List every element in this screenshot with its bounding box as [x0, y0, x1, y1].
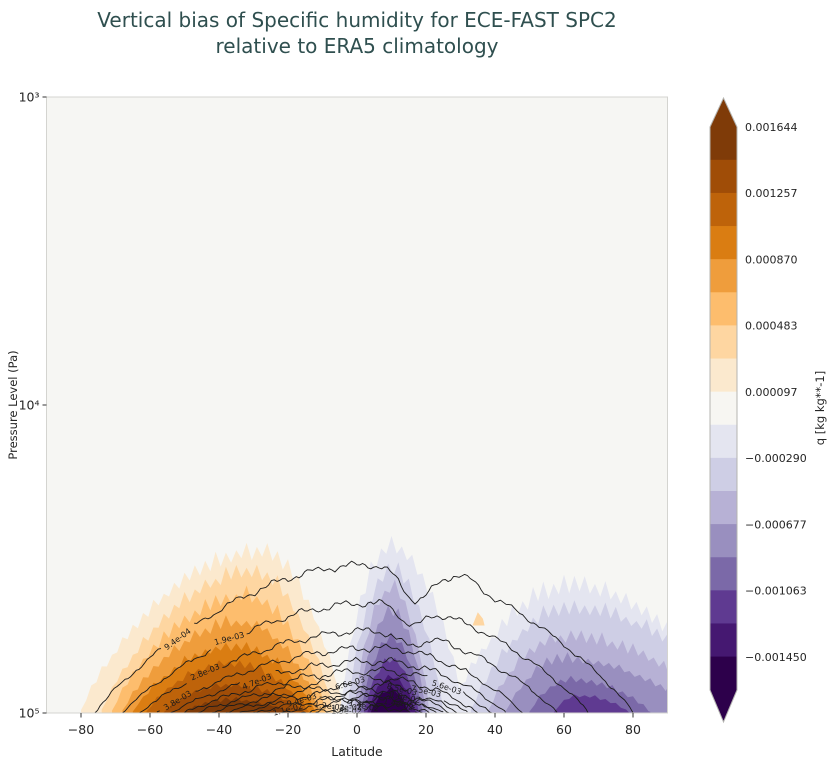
contour-line [94, 560, 634, 714]
colorbar-tick-label: 0.000870 [745, 254, 798, 267]
bias-band [472, 612, 485, 626]
colorbar-segment [710, 325, 737, 360]
colorbar-segment [710, 457, 737, 492]
contour-line [139, 627, 558, 713]
contour-label: 1.5e-02 [331, 707, 362, 716]
contour-line [212, 680, 468, 714]
y-tick-label: 10⁵ [19, 706, 40, 721]
colorbar: 0.001644 0.001257 0.000870 0.000483 0.000097… [709, 96, 807, 724]
colorbar-tick-label: −0.000290 [745, 452, 807, 465]
contour-line [170, 656, 506, 713]
x-axis: −80 −60 −40 −20 0 20 40 60 80 [68, 713, 641, 737]
y-tick-label: 10⁴ [19, 398, 40, 413]
x-tick-label: −20 [275, 722, 301, 737]
contour-line [315, 707, 418, 713]
contour-line [239, 690, 451, 714]
colorbar-segment [710, 656, 737, 691]
colorbar-segment [710, 391, 737, 426]
colorbar-tick-label: 0.000483 [745, 320, 798, 333]
colorbar-segment [710, 557, 737, 591]
x-tick-label: −80 [68, 722, 94, 737]
bias-band [553, 694, 630, 713]
colorbar-tick-label: 0.001257 [745, 187, 798, 200]
contour-line [280, 698, 430, 714]
colorbar-segment [710, 424, 737, 459]
colorbar-segment [710, 159, 737, 194]
x-tick-label: 0 [353, 722, 361, 737]
colorbar-segment [710, 358, 737, 393]
contour-line [225, 685, 458, 714]
colorbar-tick-label: −0.001450 [745, 651, 807, 664]
contour-label: 1.3e-02 [331, 703, 362, 713]
x-axis-label: Latitude [331, 744, 383, 759]
colorbar-tick-label: −0.000677 [745, 518, 807, 531]
colorbar-arrow-top [710, 98, 737, 127]
bias-band [184, 696, 292, 713]
x-tick-label: 40 [487, 722, 503, 737]
y-axis: 10³ 10⁴ 10⁵ [19, 90, 47, 721]
colorbar-label: q [kg kg**-1] [813, 370, 827, 446]
contour-line [363, 704, 411, 714]
colorbar-segment [710, 126, 737, 161]
x-tick-label: −40 [206, 722, 232, 737]
x-tick-label: 20 [418, 722, 434, 737]
colorbar-tick-label: −0.001063 [745, 585, 807, 598]
x-tick-label: 80 [625, 722, 641, 737]
colorbar-segment [710, 490, 737, 525]
colorbar-segment [710, 226, 737, 260]
contour-line [184, 666, 492, 714]
colorbar-segment [710, 524, 737, 558]
colorbar-segment [710, 292, 737, 327]
colorbar-tick-label: 0.001644 [745, 121, 798, 134]
x-tick-label: −60 [137, 722, 163, 737]
colorbar-segment [710, 623, 737, 658]
colorbar-tick-label: 0.000097 [745, 386, 798, 399]
contour-line [122, 599, 589, 714]
contour-line [253, 692, 444, 714]
y-tick-label: 10³ [19, 90, 40, 105]
x-tick-label: 60 [556, 722, 572, 737]
bias-band [370, 686, 409, 713]
colorbar-arrow-bottom [710, 690, 737, 722]
contour-label: 1.2e-02 [314, 700, 346, 713]
colorbar-segment [710, 192, 737, 227]
colorbar-outline [709, 96, 738, 724]
contour-lines [94, 560, 634, 714]
colorbar-segment [710, 259, 737, 293]
contour-line [156, 643, 523, 714]
contour-line [298, 701, 423, 714]
chart-title: Vertical bias of Specific humidity for E… [97, 8, 617, 58]
y-axis-label: Pressure Level (Pa) [6, 350, 20, 460]
colorbar-segment [710, 590, 737, 625]
